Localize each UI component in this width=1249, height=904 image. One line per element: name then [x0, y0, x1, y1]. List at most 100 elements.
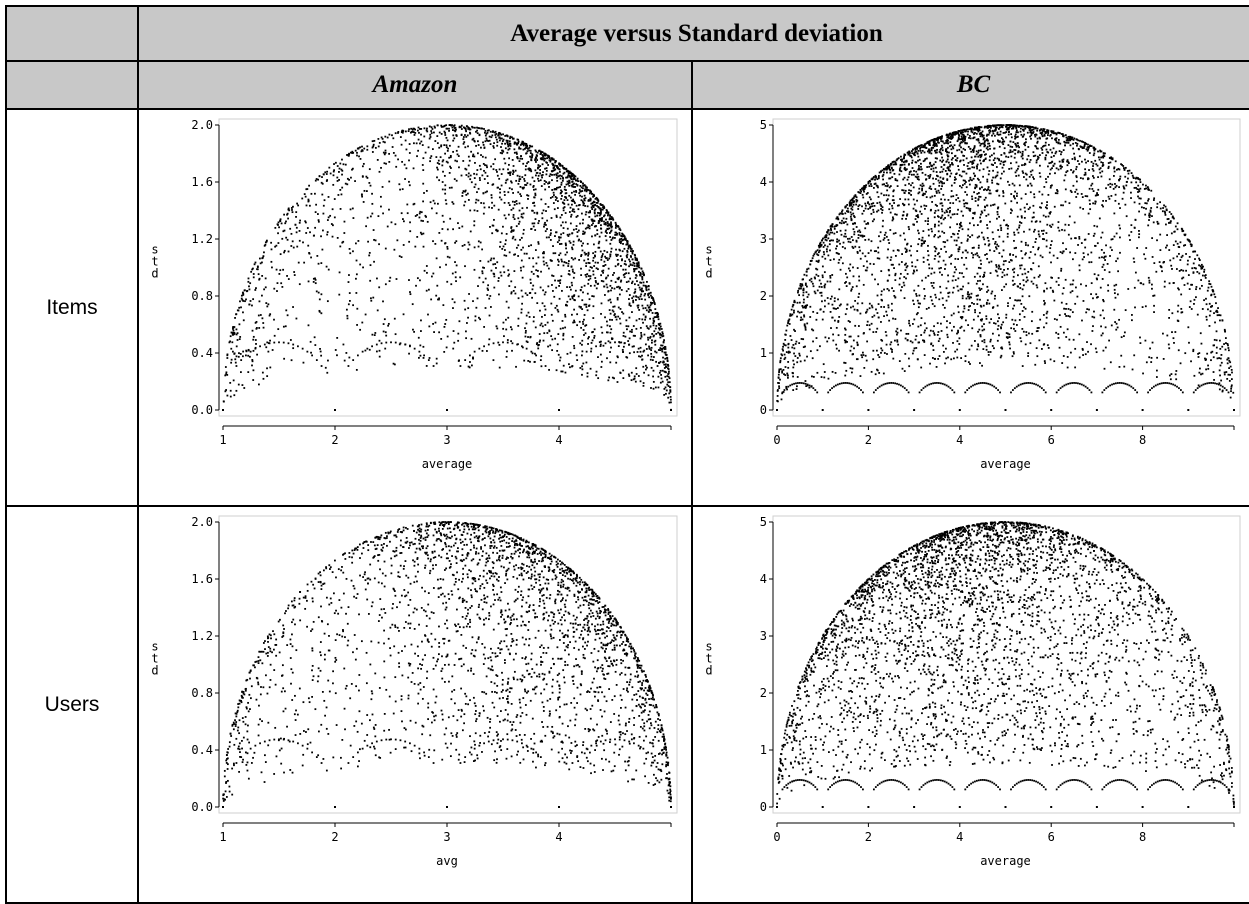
scatter-point [573, 201, 575, 203]
scatter-point [1148, 219, 1150, 221]
scatter-point [1057, 192, 1059, 194]
scatter-point [337, 165, 339, 167]
scatter-point [806, 271, 808, 273]
scatter-point [600, 228, 602, 230]
scatter-point [450, 156, 452, 158]
scatter-point [883, 289, 885, 291]
scatter-point [853, 204, 855, 206]
scatter-point [830, 311, 832, 313]
scatter-point [1034, 155, 1036, 157]
scatter-point [555, 161, 557, 163]
scatter-point [877, 295, 879, 297]
scatter-point [912, 160, 914, 162]
scatter-point [510, 145, 512, 147]
scatter-point [885, 311, 887, 313]
scatter-point [1025, 138, 1027, 140]
scatter-point [470, 231, 472, 233]
scatter-point [413, 142, 415, 144]
scatter-point [637, 305, 639, 307]
scatter-point [1034, 196, 1036, 198]
scatter-point [1195, 296, 1197, 298]
scatter-point [452, 127, 454, 129]
scatter-point [496, 141, 498, 143]
scatter-point [605, 235, 607, 237]
scatter-point [585, 214, 587, 216]
scatter-point [968, 180, 970, 182]
scatter-point [1022, 288, 1024, 290]
scatter-point [591, 295, 593, 297]
y-axis-label: std [151, 243, 158, 281]
scatter-point [610, 328, 612, 330]
scatter-point [286, 214, 288, 216]
scatter-point [520, 312, 522, 314]
scatter-point [1193, 303, 1195, 305]
scatter-point [487, 175, 489, 177]
scatter-point [262, 257, 264, 259]
scatter-point [585, 186, 587, 188]
scatter-point [492, 145, 494, 147]
scatter-point [1189, 256, 1191, 258]
scatter-point [661, 331, 663, 333]
scatter-point [1068, 142, 1070, 144]
scatter-point [1145, 208, 1147, 210]
scatter-point [263, 378, 265, 380]
scatter-point [493, 142, 495, 144]
scatter-point [1230, 390, 1232, 392]
scatter-point [468, 165, 470, 167]
scatter-point [640, 351, 642, 353]
scatter-point [475, 307, 477, 309]
scatter-point [932, 178, 934, 180]
scatter-point [354, 180, 356, 182]
scatter-point [513, 148, 515, 150]
scatter-point [574, 258, 576, 260]
scatter-point [530, 150, 532, 152]
scatter-point [572, 269, 574, 271]
scatter-point [499, 140, 501, 142]
scatter-point [471, 338, 473, 340]
scatter-point [522, 247, 524, 249]
scatter-point [594, 235, 596, 237]
scatter-point [861, 213, 863, 215]
scatter-point [431, 132, 433, 134]
scatter-point [643, 314, 645, 316]
scatter-point [1126, 215, 1128, 217]
scatter-point [248, 349, 250, 351]
scatter-point [478, 127, 480, 129]
scatter-point [823, 251, 825, 253]
scatter-point [880, 294, 882, 296]
scatter-point [663, 361, 665, 363]
scatter-point [1060, 204, 1062, 206]
scatter-point [1020, 337, 1022, 339]
scatter-point [537, 167, 539, 169]
scatter-point [610, 223, 612, 225]
scatter-point [252, 330, 254, 332]
scatter-point [536, 302, 538, 304]
scatter-point [1066, 142, 1068, 144]
scatter-point [601, 255, 603, 257]
scatter-point [296, 318, 298, 320]
scatter-point [622, 243, 624, 245]
scatter-point [328, 167, 330, 169]
scatter-point [387, 137, 389, 139]
scatter-point [305, 232, 307, 234]
scatter-point [1074, 157, 1076, 159]
scatter-point [857, 191, 859, 193]
scatter-point [1097, 274, 1099, 276]
scatter-point [536, 159, 538, 161]
scatter-point [946, 300, 948, 302]
scatter-point [283, 252, 285, 254]
scatter-point [477, 140, 479, 142]
scatter-point [1047, 194, 1049, 196]
scatter-point [968, 146, 970, 148]
scatter-point [282, 269, 284, 271]
scatter-point [245, 298, 247, 300]
scatter-point [956, 213, 958, 215]
scatter-point [627, 340, 629, 342]
scatter-point [886, 236, 888, 238]
scatter-point [304, 193, 306, 195]
scatter-point [594, 335, 596, 337]
scatter-point [296, 203, 298, 205]
scatter-point [1033, 151, 1035, 153]
scatter-point [659, 347, 661, 349]
